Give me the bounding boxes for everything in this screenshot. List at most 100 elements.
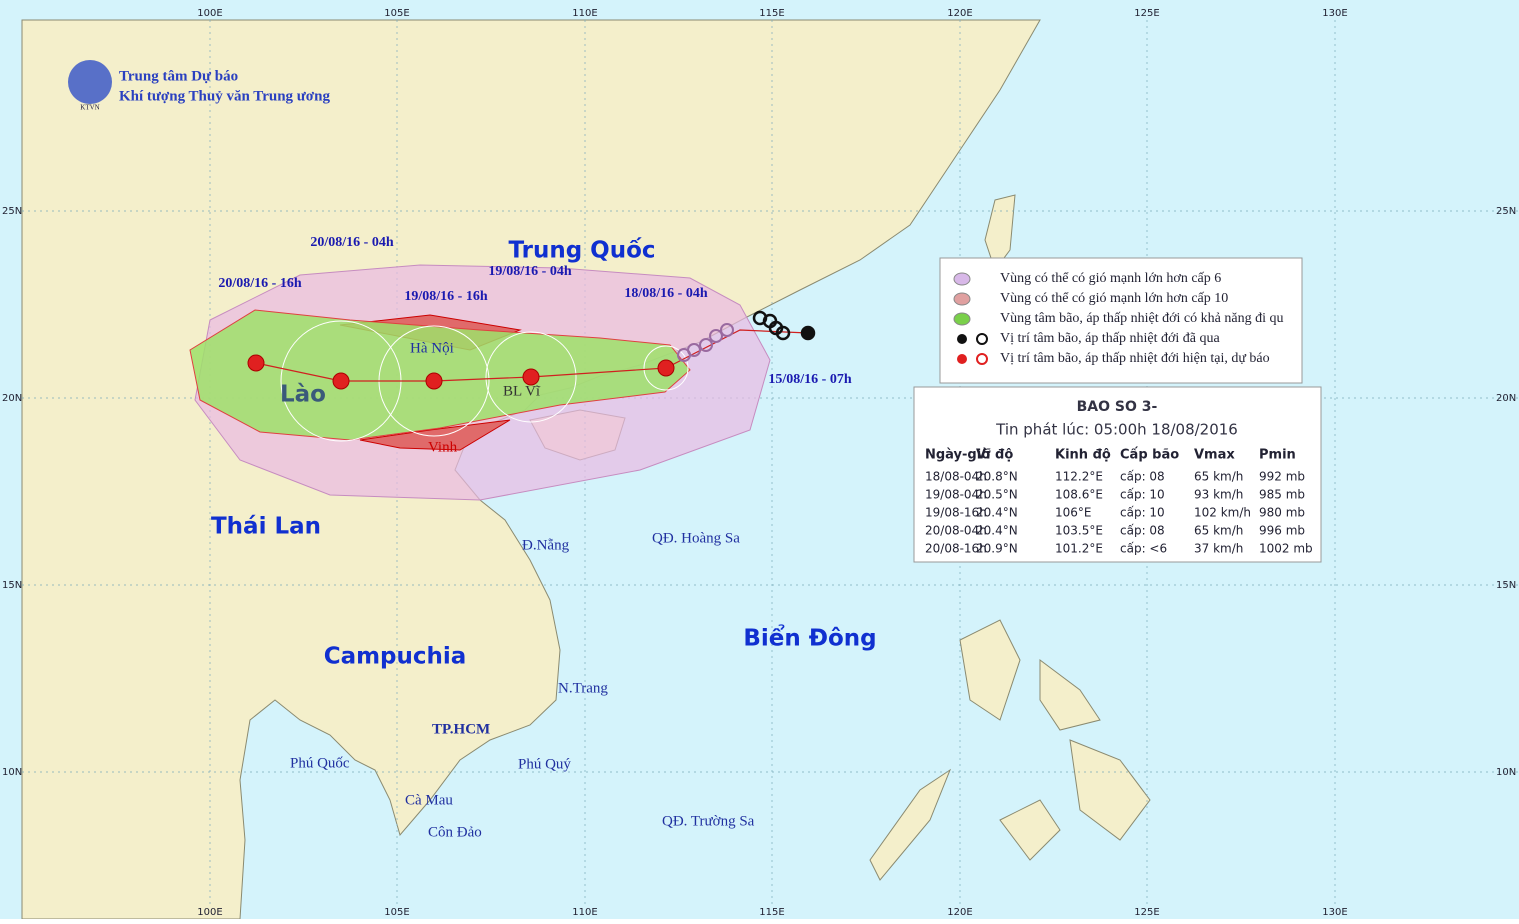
lon-label-top: 125E bbox=[1134, 8, 1159, 19]
bulletin-cell: 20/08-04h bbox=[925, 524, 987, 538]
org-line1: Trung tâm Dự báo bbox=[119, 68, 238, 84]
lat-label-right: 20N bbox=[1496, 393, 1516, 404]
bulletin-issued: Tin phát lúc: 05:00h 18/08/2016 bbox=[995, 421, 1238, 439]
org-line2: Khí tượng Thuỷ văn Trung ương bbox=[119, 88, 330, 104]
lon-label-bottom: 115E bbox=[759, 907, 784, 918]
bulletin-cell: 19/08-16h bbox=[925, 506, 987, 520]
bulletin-cell: cấp: 08 bbox=[1120, 470, 1165, 484]
bulletin-cell: cấp: 10 bbox=[1120, 506, 1165, 520]
past-points-black bbox=[752, 310, 816, 341]
legend-entry: Vùng tâm bão, áp thấp nhiệt đới có khả n… bbox=[1000, 311, 1283, 326]
lat-label-left: 15N bbox=[2, 580, 22, 591]
bulletin-header: Cấp bão bbox=[1120, 448, 1179, 463]
bulletin-cell: 101.2°E bbox=[1055, 542, 1103, 556]
place-label: Trung Quốc bbox=[508, 237, 655, 264]
lon-label-bottom: 110E bbox=[572, 907, 597, 918]
legend-entry: Vị trí tâm bão, áp thấp nhiệt đới đã qua bbox=[1000, 331, 1220, 346]
place-label: BL Vĩ bbox=[503, 383, 541, 399]
lon-label-top: 105E bbox=[384, 8, 409, 19]
bulletin-cell: 103.5°E bbox=[1055, 524, 1103, 538]
lat-label-right: 10N bbox=[1496, 767, 1516, 778]
place-label: Biển Đông bbox=[743, 624, 876, 652]
forecast-points bbox=[247, 354, 675, 390]
bulletin-cell: 20.4°N bbox=[976, 506, 1018, 520]
lon-label-bottom: 120E bbox=[947, 907, 972, 918]
bulletin-cell: 20.9°N bbox=[976, 542, 1018, 556]
place-label: QĐ. Trường Sa bbox=[662, 813, 755, 829]
place-label: Phú Quý bbox=[518, 756, 571, 772]
lon-label-top: 130E bbox=[1322, 8, 1347, 19]
time-label: 19/08/16 - 16h bbox=[404, 289, 487, 304]
bulletin-header: Ngày-giờ bbox=[925, 448, 991, 463]
lon-label-top: 110E bbox=[572, 8, 597, 19]
bulletin-cell: 65 km/h bbox=[1194, 524, 1243, 538]
bulletin-cell: 37 km/h bbox=[1194, 542, 1243, 556]
bulletin-cell: 18/08-04h bbox=[925, 470, 987, 484]
time-label: 18/08/16 - 04h bbox=[624, 286, 707, 301]
lat-label-right: 25N bbox=[1496, 206, 1516, 217]
bulletin-header: Vĩ độ bbox=[976, 448, 1013, 463]
bulletin-cell: 20/08-16h bbox=[925, 542, 987, 556]
place-label: Đ.Nẵng bbox=[522, 537, 570, 553]
bulletin-cell: 985 mb bbox=[1259, 488, 1305, 502]
bulletin-box bbox=[913, 386, 1322, 563]
place-label: Thái Lan bbox=[211, 514, 321, 540]
bulletin-cell: 992 mb bbox=[1259, 470, 1305, 484]
place-label: Lào bbox=[280, 382, 326, 408]
bulletin-cell: cấp: 10 bbox=[1120, 488, 1165, 502]
bulletin-header: Pmin bbox=[1259, 448, 1296, 463]
place-label: QĐ. Hoàng Sa bbox=[652, 530, 740, 546]
lon-label-bottom: 125E bbox=[1134, 907, 1159, 918]
legend-icons bbox=[953, 272, 988, 365]
lat-label-left: 10N bbox=[2, 767, 22, 778]
bulletin-cell: 980 mb bbox=[1259, 506, 1305, 520]
bulletin-cell: 20.4°N bbox=[976, 524, 1018, 538]
bulletin-header: Vmax bbox=[1194, 448, 1235, 463]
bulletin-cell: 1002 mb bbox=[1259, 542, 1313, 556]
bulletin-cell: 102 km/h bbox=[1194, 506, 1251, 520]
place-label: Vinh bbox=[428, 439, 458, 455]
lon-label-bottom: 130E bbox=[1322, 907, 1347, 918]
place-label: Hà Nội bbox=[410, 340, 454, 356]
bulletin-cell: cấp: 08 bbox=[1120, 524, 1165, 538]
bulletin-cell: 20.5°N bbox=[976, 488, 1018, 502]
lat-label-left: 25N bbox=[2, 206, 22, 217]
time-label: 19/08/16 - 04h bbox=[488, 264, 571, 279]
bulletin-title: BAO SO 3- bbox=[1077, 399, 1158, 415]
logo bbox=[68, 60, 112, 104]
bulletin-cell: cấp: <6 bbox=[1120, 542, 1167, 556]
lon-label-top: 100E bbox=[197, 8, 222, 19]
place-label: Cà Mau bbox=[405, 792, 453, 808]
lon-label-top: 120E bbox=[947, 8, 972, 19]
place-label: Phú Quốc bbox=[290, 755, 350, 771]
past-points bbox=[677, 323, 734, 362]
bulletin-cell: 112.2°E bbox=[1055, 470, 1103, 484]
bulletin-cell: 19/08-04h bbox=[925, 488, 987, 502]
bulletin-cell: 20.8°N bbox=[976, 470, 1018, 484]
legend-entry: Vị trí tâm bão, áp thấp nhiệt đới hiện t… bbox=[1000, 351, 1270, 366]
bulletin-header: Kinh độ bbox=[1055, 448, 1111, 463]
time-label: 20/08/16 - 16h bbox=[218, 276, 301, 291]
time-label: 15/08/16 - 07h bbox=[768, 372, 851, 387]
bulletin-cell: 108.6°E bbox=[1055, 488, 1103, 502]
bulletin-cell: 996 mb bbox=[1259, 524, 1305, 538]
time-label: 20/08/16 - 04h bbox=[310, 235, 393, 250]
lat-label-right: 15N bbox=[1496, 580, 1516, 591]
place-label: TP.HCM bbox=[432, 721, 490, 737]
logo-text: KTVN bbox=[80, 104, 99, 112]
bulletin-cell: 65 km/h bbox=[1194, 470, 1243, 484]
lon-label-bottom: 100E bbox=[197, 907, 222, 918]
lon-label-bottom: 105E bbox=[384, 907, 409, 918]
place-label: Côn Đảo bbox=[428, 824, 482, 840]
legend-entry: Vùng có thể có gió mạnh lớn hơn cấp 10 bbox=[1000, 291, 1228, 306]
place-label: Campuchia bbox=[324, 644, 467, 670]
legend-entry: Vùng có thể có gió mạnh lớn hơn cấp 6 bbox=[1000, 271, 1221, 286]
bulletin-cell: 106°E bbox=[1055, 506, 1092, 520]
place-label: N.Trang bbox=[558, 680, 608, 696]
lon-label-top: 115E bbox=[759, 8, 784, 19]
legend-box bbox=[939, 257, 1303, 384]
bulletin-cell: 93 km/h bbox=[1194, 488, 1243, 502]
lat-label-left: 20N bbox=[2, 393, 22, 404]
